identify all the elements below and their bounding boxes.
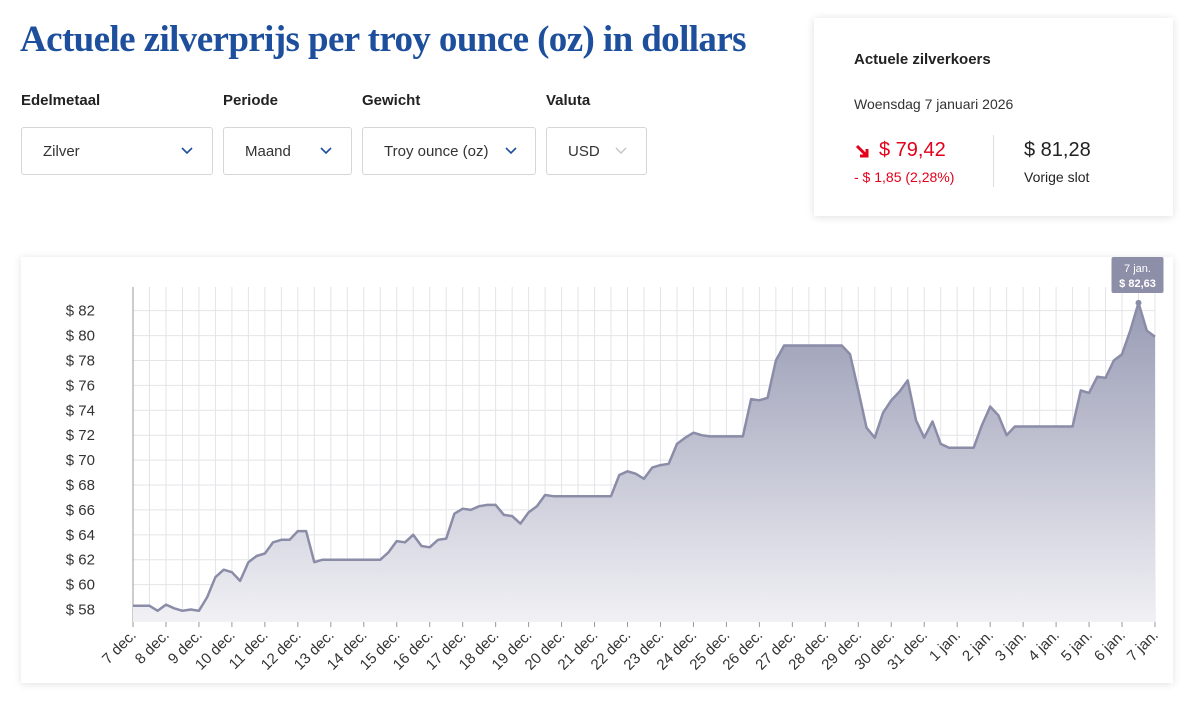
quote-date: Woensdag 7 januari 2026 — [854, 96, 1014, 112]
x-tick-label: 2 jan. — [959, 627, 997, 665]
x-tick-label: 1 jan. — [926, 627, 964, 665]
x-tick-label: 4 jan. — [1025, 627, 1063, 665]
chevron — [181, 147, 193, 155]
y-tick-label: $ 70 — [66, 452, 95, 469]
y-tick-label: $ 80 — [66, 328, 95, 345]
y-tick-label: $ 66 — [66, 502, 95, 519]
dropdown-value: Troy ounce (oz) — [384, 143, 489, 160]
x-tick-label: 3 jan. — [992, 627, 1030, 665]
filter-label: Gewicht — [362, 92, 421, 109]
dropdown-value: USD — [568, 143, 600, 160]
separator — [993, 135, 994, 187]
line — [133, 301, 1156, 613]
y-tick-label: $ 76 — [66, 377, 95, 394]
tooltip-date: 7 jan. — [1124, 263, 1151, 275]
previous-close-label: Vorige slot — [1024, 169, 1090, 185]
x-tick-label: 6 jan. — [1091, 627, 1129, 665]
quote-price: $ 79,42 — [879, 139, 946, 161]
filter-label: Edelmetaal — [21, 92, 101, 109]
dropdown[interactable]: Troy ounce (oz) — [362, 127, 536, 175]
down-arrow — [855, 144, 869, 158]
filter-label: Valuta — [546, 92, 591, 109]
area — [133, 302, 1155, 622]
point-marker — [1135, 299, 1142, 306]
x-tick-label: 5 jan. — [1058, 627, 1096, 665]
y-tick-label: $ 62 — [66, 552, 95, 569]
tooltip: 7 jan. $ 82,63 — [1111, 257, 1164, 293]
dropdown[interactable]: USD — [546, 127, 647, 175]
chart: $ 58 $ 60 $ 62 $ 64 $ 66 $ 68 $ 70 $ 72 $ 74 $ 76… — [66, 257, 1164, 674]
previous-close: $ 81,28 — [1024, 139, 1091, 161]
quote-title: Actuele zilverkoers — [854, 51, 991, 68]
quote-change: - $ 1,85 (2,28%) — [854, 169, 955, 185]
chart-panel: $ 58 $ 60 $ 62 $ 64 $ 66 $ 68 $ 70 $ 72 $ 74 $ 76… — [21, 257, 1173, 683]
x-tick-label: 7 jan. — [1124, 627, 1162, 665]
y-tick-label: $ 72 — [66, 427, 95, 444]
y-tick-label: $ 82 — [66, 303, 95, 320]
dropdown[interactable]: Zilver — [21, 127, 213, 175]
chevron — [615, 147, 627, 154]
chevron — [320, 147, 332, 155]
y-tick-label: $ 68 — [66, 477, 95, 494]
chevron — [505, 147, 517, 155]
page-title: Actuele zilverprijs per troy ounce (oz) … — [20, 19, 747, 60]
dropdown-value: Zilver — [43, 143, 80, 160]
y-tick-label: $ 58 — [66, 602, 95, 619]
y-tick-label: $ 60 — [66, 577, 95, 594]
x-tick-label: 8 dec. — [132, 627, 173, 668]
quote-card: Actuele zilverkoers Woensdag 7 januari 2… — [814, 18, 1173, 216]
y-tick-label: $ 78 — [66, 352, 95, 369]
dropdown-value: Maand — [245, 143, 291, 160]
x-tick-label: 7 dec. — [99, 627, 140, 668]
tooltip-value: $ 82,63 — [1119, 278, 1156, 290]
tooltip-box — [1111, 257, 1164, 293]
y-tick-label: $ 74 — [66, 402, 95, 419]
dropdown[interactable]: Maand — [223, 127, 352, 175]
filter-label: Periode — [223, 92, 279, 109]
y-tick-label: $ 64 — [66, 527, 95, 544]
